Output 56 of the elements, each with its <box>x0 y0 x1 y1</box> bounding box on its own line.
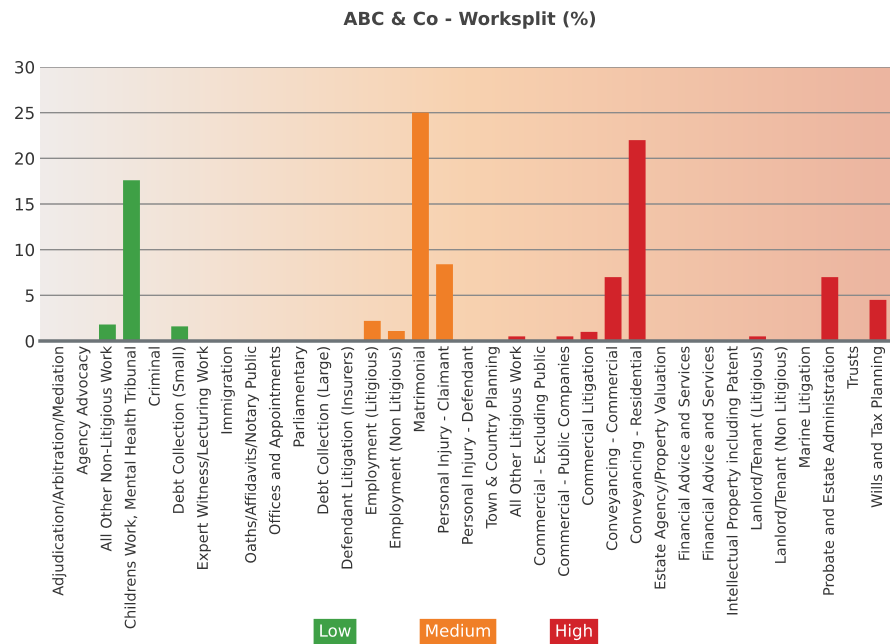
text: High <box>556 624 592 640</box>
x-tick-label: Lanlord/Tenant (Litigious) <box>750 347 765 530</box>
x-tick-label: Parliamentary <box>293 346 308 446</box>
y-tick-label: 30 <box>15 60 34 74</box>
x-tick-label: Defendant Litigation (Insurers) <box>341 347 356 568</box>
x-tick-label: All Other Non-Litigious Work <box>100 346 114 552</box>
x-tick-label: Wills and Tax Planning <box>870 347 886 508</box>
bar <box>171 326 188 341</box>
x-tick-label: Immigration <box>220 347 235 434</box>
x-tick-label: Town & Country Planning <box>486 347 500 528</box>
x-tick-label: Conveyancing - Residential <box>630 347 644 544</box>
x-tick-label: Debt Collection (Large) <box>317 347 332 514</box>
x-tick-label: Personal Injury - Defendant <box>462 346 476 544</box>
x-tick-label: Adjudication/Arbitration/Mediation <box>52 347 66 596</box>
x-tick-label: Expert Witness/Lecturing Work <box>196 346 211 569</box>
chart-title: ABC & Co - Worksplit (%) <box>344 11 596 29</box>
x-tick-label: Debt Collection (Small) <box>172 347 186 513</box>
bar <box>98 324 116 341</box>
x-tick-label: All Other Litigious Work <box>510 346 524 518</box>
text: Medium <box>426 624 490 637</box>
bar <box>436 264 453 341</box>
bar <box>821 277 838 341</box>
y-tick-label: 20 <box>15 152 34 165</box>
x-tick-label: Employment (Litigious) <box>365 347 380 514</box>
x-tick-label: Agency Advocacy <box>76 346 90 475</box>
text: Low <box>320 624 351 637</box>
y-tick-label: 25 <box>15 106 34 120</box>
x-tick-label: Oaths/Affidavits/Notary Public <box>244 346 259 563</box>
x-tick-label: Marine Litigation <box>798 347 813 467</box>
y-tick-label: 10 <box>16 244 34 256</box>
x-tick-label: Lanlord/Tenant (Non Litigious) <box>774 347 789 563</box>
bar <box>870 300 886 341</box>
x-tick-label: Estate Agency/Property Valuation <box>654 347 668 589</box>
x-tick-label: Childrens Work, Mental Health Tribunal <box>124 347 138 628</box>
x-tick-label: Personal Injury - Claimant <box>437 346 452 532</box>
x-tick-label: Employment (Non Litigious) <box>389 347 404 548</box>
x-tick-label: Trusts <box>847 346 858 389</box>
x-tick-label: Financial Advice and Services <box>702 346 714 560</box>
x-tick-label: Intellectual Property including Patent <box>726 346 741 614</box>
y-tick-label: 0 <box>26 334 34 348</box>
bar <box>364 320 381 341</box>
x-tick-label: Probate and Estate Administration <box>822 347 834 595</box>
bar <box>628 140 646 341</box>
bar <box>123 180 140 341</box>
y-tick-label: 15 <box>16 198 34 211</box>
x-tick-label: Conveyancing - Commercial <box>606 347 620 550</box>
x-tick-label: Matrimonial <box>413 347 425 432</box>
x-tick-label: Offices and Appointments <box>268 346 284 534</box>
x-tick-label: Criminal <box>148 347 160 406</box>
y-tick-label: 5 <box>26 290 34 302</box>
x-tick-label: Commercial - Public Companies <box>558 346 572 576</box>
x-tick-label: Commercial Litigation <box>582 347 596 505</box>
bar <box>604 277 622 341</box>
bar <box>412 112 429 341</box>
x-tick-label: Financial Advice and Services <box>678 346 690 560</box>
x-tick-label: Commercial - Excluding Public <box>534 346 548 566</box>
